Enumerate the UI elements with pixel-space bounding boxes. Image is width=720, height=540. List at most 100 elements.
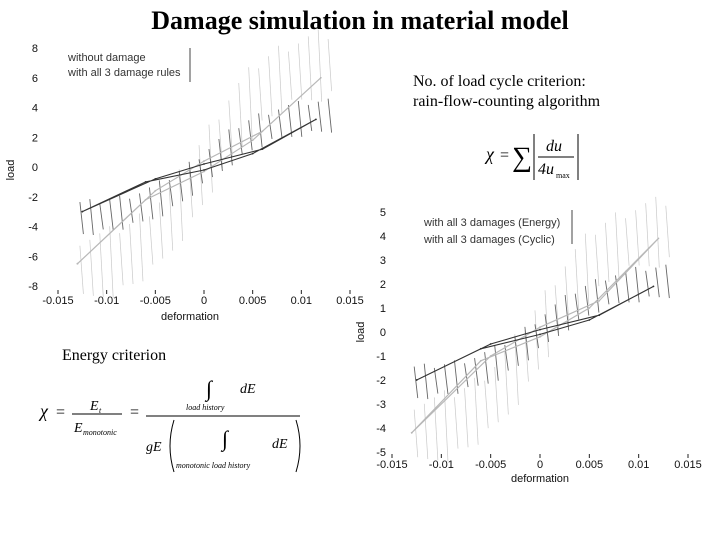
y-tick-label-1: 8: [32, 43, 38, 55]
hatch-stroke: [474, 377, 479, 445]
hatch-stroke: [484, 352, 489, 384]
y-tick-label-1: -2: [28, 192, 38, 204]
hatch-stroke: [327, 98, 333, 133]
energy-integral-bottom: ∫: [220, 426, 230, 452]
formula-cycle-criterion: χ = ∑ du 4u max: [484, 134, 579, 180]
energy-load-history: load history: [186, 403, 225, 412]
hatch-stroke: [168, 186, 174, 251]
series-point: [203, 163, 205, 165]
x-tick-label-2: 0.005: [576, 459, 604, 471]
formula-sum: ∑: [512, 142, 532, 173]
hatch-stroke: [208, 148, 213, 178]
hatch-stroke: [327, 38, 332, 92]
cycle-criterion-line1: No. of load cycle criterion:: [413, 73, 586, 90]
y-tick-label-1: -4: [28, 222, 38, 234]
series-point: [489, 343, 492, 345]
hatch-stroke: [443, 364, 449, 394]
hatch-stroke: [79, 245, 84, 294]
hatch-stroke: [574, 249, 580, 313]
x-tick-label-2: -0.01: [429, 459, 454, 471]
y-tick-label-2: -5: [376, 447, 386, 459]
legend-entry-cyclic: with all 3 damages (Cyclic): [423, 234, 555, 246]
hatch-stroke: [504, 351, 509, 415]
energy-criterion-note: Energy criterion: [62, 347, 167, 364]
y-tick-label-2: 3: [380, 255, 386, 267]
plot-area-2: [392, 210, 688, 456]
series-point: [203, 170, 205, 173]
x-tick-label-2: -0.005: [475, 459, 506, 471]
series-point: [539, 328, 541, 331]
hatch-stroke: [625, 270, 630, 303]
hatch-stroke: [278, 109, 283, 138]
hatch-stroke: [248, 120, 253, 151]
chart-load-deformation-1: 8 6 4 2 0 -2 -4 -6 -8 -0.015 -0.01 -0.005 0 0.005 0.0…: [5, 29, 364, 323]
slide-title: Damage simulation in material model: [151, 6, 569, 35]
series-point: [76, 262, 79, 265]
y-axis-label-2: load: [355, 322, 367, 343]
series-point: [410, 431, 413, 434]
x-tick-label-2: 0.015: [674, 459, 702, 471]
hatch-stroke: [188, 165, 193, 218]
hatch-stroke: [595, 234, 600, 287]
hatch-stroke: [149, 216, 154, 265]
legend-entry-energy: with all 3 damages (Energy): [423, 217, 560, 229]
y-tick-label-2: -1: [376, 351, 386, 363]
hatch-stroke: [484, 380, 489, 429]
hatch-stroke: [433, 367, 439, 394]
hatch-stroke: [494, 345, 499, 381]
hatch-stroke: [635, 210, 640, 266]
hatch-stroke: [168, 180, 174, 207]
hatch-stroke: [307, 36, 313, 101]
hatch-stroke: [287, 104, 293, 138]
series-point: [144, 198, 147, 201]
chart-load-deformation-2: 5 4 3 2 1 0 -1 -2 -3 -4 -5 -0.015 -0.01 -0.005 0 0.005…: [355, 196, 702, 485]
series-point: [251, 139, 254, 142]
energy-Emono-sub: monotonic: [83, 428, 117, 437]
hysteresis-hatching-1: [79, 29, 333, 298]
cycle-criterion-note: No. of load cycle criterion: rain-flow-c…: [413, 72, 600, 112]
series-point: [652, 285, 655, 288]
hatch-stroke: [655, 196, 660, 268]
y-tick-label-2: 2: [380, 279, 386, 291]
series-point: [315, 118, 317, 121]
hatch-stroke: [444, 390, 449, 462]
x-tick-label-2: 0: [537, 459, 543, 471]
hatch-stroke: [423, 363, 429, 400]
hatch-stroke: [238, 128, 243, 155]
y-tick-label-1: 2: [32, 132, 38, 144]
hatch-stroke: [564, 266, 570, 322]
hatch-stroke: [198, 145, 203, 206]
hatch-stroke: [218, 138, 223, 172]
y-axis-label-1: load: [5, 160, 17, 181]
series-point: [539, 335, 541, 338]
hatch-stroke: [99, 203, 104, 230]
x-axis-label-1: deformation: [161, 311, 219, 323]
series-group-1: [76, 76, 322, 265]
hatch-stroke: [178, 169, 184, 241]
hatch-stroke: [317, 29, 323, 102]
series-group-2: [410, 237, 660, 434]
hatch-stroke: [307, 104, 313, 132]
hatch-stroke: [109, 226, 114, 298]
x-tick-label-1: 0.015: [336, 295, 364, 307]
series-point: [319, 76, 322, 79]
formula-du: du: [546, 138, 562, 155]
hatch-stroke: [258, 113, 263, 148]
energy-Et: E: [89, 399, 99, 414]
hatch-stroke: [655, 267, 660, 298]
energy-mono-load-history: monotonic load history: [176, 461, 251, 470]
hatch-stroke: [413, 409, 419, 458]
y-tick-label-1: 0: [32, 162, 38, 174]
y-tick-label-2: 1: [380, 303, 386, 315]
hatch-stroke: [297, 43, 303, 100]
series-point: [598, 314, 601, 317]
hatch-stroke: [238, 82, 243, 147]
hatch-stroke: [288, 51, 293, 100]
energy-equals-1: =: [56, 404, 65, 421]
series-point: [489, 355, 492, 357]
hatch-stroke: [139, 213, 144, 282]
hatch-stroke: [89, 239, 94, 296]
y-tick-label-2: -3: [376, 399, 386, 411]
hatch-stroke: [494, 366, 499, 423]
y-tick-label-2: -2: [376, 375, 386, 387]
